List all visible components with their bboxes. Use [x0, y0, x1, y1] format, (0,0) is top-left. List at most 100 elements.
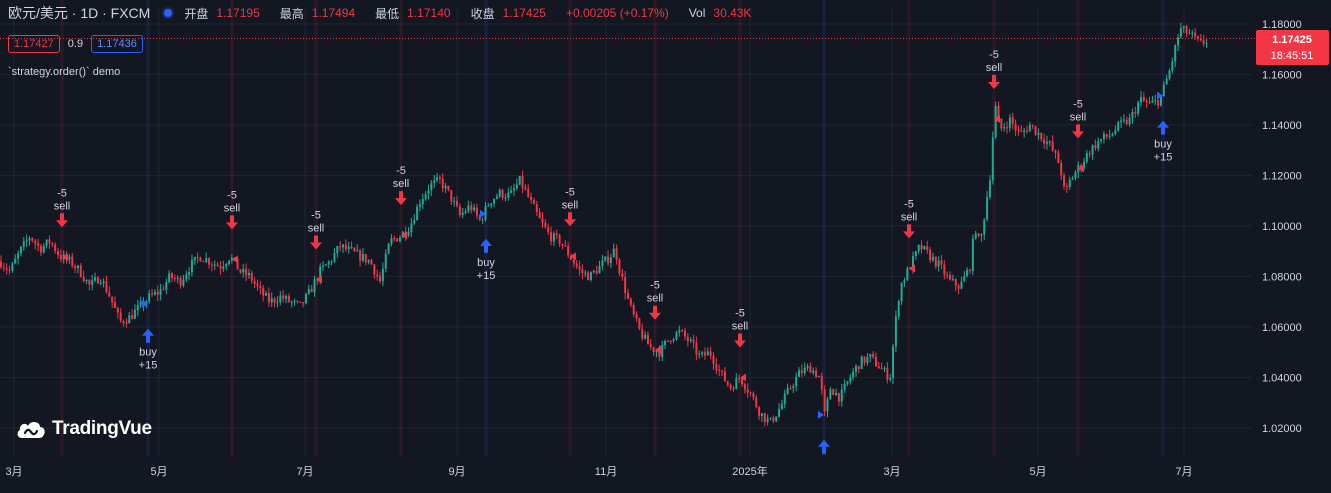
candle-body	[780, 403, 783, 410]
candle-body	[960, 281, 963, 289]
candle-body	[607, 256, 610, 263]
candle-body	[743, 384, 746, 390]
candle-body	[538, 212, 541, 219]
symbol-title[interactable]: 欧元/美元 · 1D · FXCM	[8, 5, 151, 21]
candle-body	[310, 288, 313, 293]
candle-body	[173, 278, 176, 280]
candle-body	[669, 340, 672, 342]
candle-body	[416, 206, 419, 221]
candle-body	[889, 377, 892, 380]
candle-body	[188, 272, 191, 275]
candle-body	[988, 180, 991, 197]
candle-body	[1154, 100, 1157, 102]
candle-body	[877, 366, 880, 369]
candle-body	[552, 233, 555, 242]
candle-body	[846, 381, 849, 384]
candle-body	[792, 386, 795, 389]
candle-body	[14, 258, 17, 264]
candle-body	[547, 227, 550, 233]
candle-body	[1026, 130, 1028, 132]
candle-body	[324, 264, 327, 266]
candle-body	[698, 354, 701, 356]
candle-body	[510, 190, 513, 193]
legend-header: 欧元/美元 · 1D · FXCM 开盘 1.17195 最高 1.17494 …	[8, 3, 771, 23]
candle-body	[1120, 120, 1123, 122]
time-tick-label: 7月	[296, 466, 313, 478]
candle-body	[8, 269, 11, 271]
candle-body	[584, 272, 587, 274]
candle-body	[473, 207, 476, 211]
candle-body	[114, 302, 116, 308]
buy-arrow-icon	[142, 328, 154, 343]
candle-body	[746, 389, 749, 393]
time-tick-label: 3月	[5, 466, 22, 478]
candle-body	[507, 192, 510, 198]
candle-body	[1168, 70, 1171, 79]
candle-body	[133, 310, 136, 319]
candle-body	[273, 298, 276, 303]
candle-body	[1017, 130, 1020, 132]
candle-body	[71, 256, 74, 267]
candle-body	[946, 274, 949, 276]
candle-body	[1105, 134, 1108, 137]
candle-body	[775, 416, 778, 422]
candle-body	[458, 206, 461, 215]
strategy-legend[interactable]: `strategy.order()` demo	[8, 66, 121, 78]
candles	[0, 22, 1208, 427]
candle-body	[199, 257, 202, 262]
candle-body	[661, 344, 664, 357]
candle-body	[658, 351, 661, 357]
buy-signal-label: buy	[1154, 139, 1172, 151]
price-axis[interactable]: 1.02000 1.04000 1.06000 1.08000 1.10000 1.120…	[1262, 19, 1302, 435]
candle-body	[302, 302, 305, 304]
candle-body	[0, 261, 2, 268]
candle-body	[182, 279, 185, 286]
candle-body	[550, 232, 553, 242]
high-label: 最高	[279, 6, 304, 21]
candle-body	[153, 291, 156, 295]
candle-body	[1034, 126, 1037, 135]
grid-lines	[0, 8, 1252, 456]
sell-price-button[interactable]: 1.17427	[8, 35, 60, 53]
candle-body	[823, 389, 826, 412]
market-status-icon[interactable]	[162, 7, 175, 19]
sell-signal-band	[653, 0, 657, 456]
candle-body	[723, 371, 726, 382]
candle-body	[1205, 43, 1208, 45]
candle-body	[755, 397, 758, 408]
candle-body	[612, 248, 615, 258]
candle-body	[564, 245, 567, 247]
candle-body	[604, 256, 607, 261]
candle-body	[609, 257, 612, 263]
candle-body	[618, 259, 621, 274]
candle-body	[1185, 26, 1188, 34]
sell-fill-marker	[62, 253, 68, 262]
candle-body	[695, 342, 698, 355]
time-tick-label: 3月	[883, 466, 900, 478]
buy-arrow-icon	[818, 439, 830, 454]
candle-body	[148, 293, 151, 302]
candle-body	[655, 351, 658, 353]
candle-body	[615, 248, 618, 260]
time-tick-label: 11月	[595, 466, 617, 478]
sell-signal-band	[399, 0, 403, 456]
time-axis[interactable]: 3月 5月 7月 9月 11月 2025年 3月 5月 7月	[5, 464, 1192, 478]
candle-body	[866, 356, 869, 363]
candle-body	[504, 197, 507, 199]
candle-body	[216, 264, 219, 267]
candle-body	[202, 261, 205, 263]
candle-body	[1131, 112, 1134, 118]
buy-price-button[interactable]: 1.17436	[91, 35, 143, 53]
candle-body	[954, 279, 957, 286]
candle-body	[772, 417, 775, 422]
candle-body	[1037, 132, 1040, 135]
candle-body	[225, 264, 228, 267]
candle-body	[139, 301, 142, 306]
spread-value: 0.9	[67, 38, 84, 50]
candle-body	[527, 189, 530, 197]
candle-body	[339, 246, 342, 248]
candle-body	[82, 276, 85, 282]
candle-body	[54, 244, 57, 252]
sell-signal-band	[992, 0, 996, 456]
